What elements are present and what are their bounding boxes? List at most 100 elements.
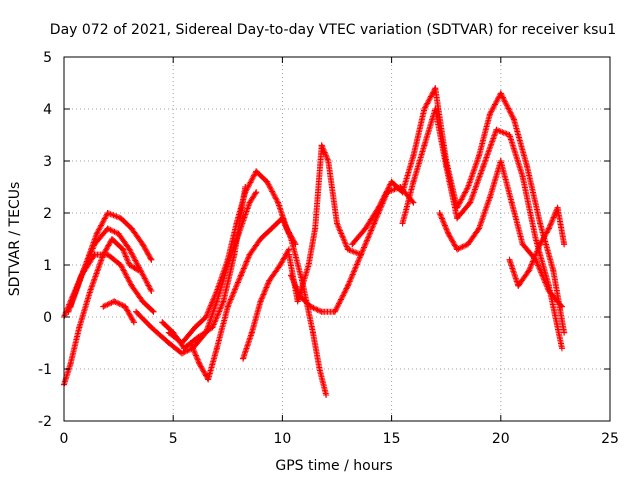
data-point	[344, 282, 351, 289]
data-point	[109, 236, 116, 242]
data-point	[375, 204, 382, 211]
x-axis-label: GPS time / hours	[275, 458, 392, 474]
plot-frame	[63, 56, 611, 422]
data-point	[331, 308, 338, 315]
data-point	[264, 178, 271, 185]
data-point	[209, 324, 216, 331]
x-tick-label: 0	[60, 431, 69, 447]
y-tick-label: -2	[38, 414, 52, 430]
data-point	[233, 220, 240, 227]
data-point	[128, 282, 135, 289]
data-point	[432, 106, 439, 112]
data-point	[537, 220, 544, 227]
data-point	[410, 152, 417, 159]
data-point	[126, 246, 133, 253]
data-point	[100, 303, 107, 310]
data-point	[445, 230, 452, 237]
data-point	[432, 85, 439, 92]
data-point	[266, 277, 273, 284]
data-point	[410, 178, 417, 185]
data-point	[248, 329, 255, 336]
data-point	[253, 168, 260, 175]
data-point	[305, 262, 312, 268]
data-point	[323, 392, 330, 398]
data-point	[524, 163, 531, 170]
data-point	[410, 199, 417, 206]
data-point	[285, 246, 292, 253]
data-point	[465, 241, 472, 248]
data-point	[111, 298, 118, 305]
x-tick-label: 15	[383, 431, 401, 447]
data-point	[475, 152, 482, 159]
y-tick-label: 1	[43, 258, 52, 274]
data-point	[558, 303, 565, 310]
data-point	[279, 215, 286, 222]
data-point	[288, 272, 295, 279]
data-point	[288, 236, 295, 242]
data-point	[93, 230, 100, 237]
data-point	[148, 256, 155, 263]
data-point	[497, 158, 504, 164]
data-point	[104, 251, 111, 258]
series-sat-k	[285, 142, 365, 305]
y-tick-label: 2	[43, 206, 52, 222]
data-point	[318, 142, 325, 149]
x-tick-label: 25	[601, 431, 619, 447]
data-point	[344, 246, 351, 253]
data-point	[65, 308, 72, 315]
data-point	[436, 210, 443, 216]
data-point	[148, 288, 155, 294]
data-point	[237, 272, 244, 279]
x-tick-label: 5	[169, 431, 178, 447]
data-point	[334, 220, 340, 227]
data-point	[358, 251, 365, 258]
data-point	[87, 288, 94, 294]
data-point	[253, 189, 260, 196]
data-point	[196, 360, 203, 367]
data-point	[76, 324, 83, 331]
data-point	[224, 256, 231, 263]
data-point	[242, 189, 249, 196]
data-point	[268, 225, 275, 232]
series-sat-n	[399, 106, 565, 352]
data-point	[497, 90, 504, 97]
data-point	[213, 345, 220, 352]
data-point	[296, 293, 303, 300]
data-point	[181, 345, 188, 352]
data-point	[220, 298, 227, 305]
data-point	[532, 236, 539, 242]
data-point	[506, 132, 513, 138]
data-point	[137, 267, 144, 274]
data-point	[104, 225, 111, 232]
axis-ticks: 0 5 10 15 20 25 -2 -1 0 1 2 3 4 5	[38, 50, 619, 447]
data-point	[316, 366, 323, 372]
series-sat-j	[240, 246, 292, 362]
data-point-marks	[100, 298, 137, 326]
data-point	[277, 262, 284, 268]
data-point	[148, 324, 155, 331]
data-point	[165, 340, 172, 346]
data-point	[467, 199, 474, 206]
data-point	[194, 334, 201, 341]
data-point	[119, 246, 126, 253]
data-point	[519, 241, 526, 248]
data-point	[213, 288, 220, 294]
data-point	[486, 194, 493, 201]
data-point	[224, 303, 231, 310]
data-point	[550, 267, 557, 274]
data-point	[104, 210, 111, 216]
data-point	[506, 256, 513, 263]
data-point	[421, 106, 428, 112]
chart-title: Day 072 of 2021, Sidereal Day-to-day VTE…	[50, 22, 616, 38]
y-tick-label: 4	[43, 102, 52, 118]
grid-lines	[64, 57, 610, 421]
series-sat-p	[506, 204, 568, 289]
data-point	[159, 319, 166, 326]
data-point	[128, 225, 135, 232]
data-point	[192, 324, 199, 331]
data-point	[285, 251, 292, 258]
data-point	[117, 215, 124, 222]
data-point-marks	[159, 184, 249, 352]
data-point	[554, 204, 561, 211]
data-point	[122, 303, 129, 310]
